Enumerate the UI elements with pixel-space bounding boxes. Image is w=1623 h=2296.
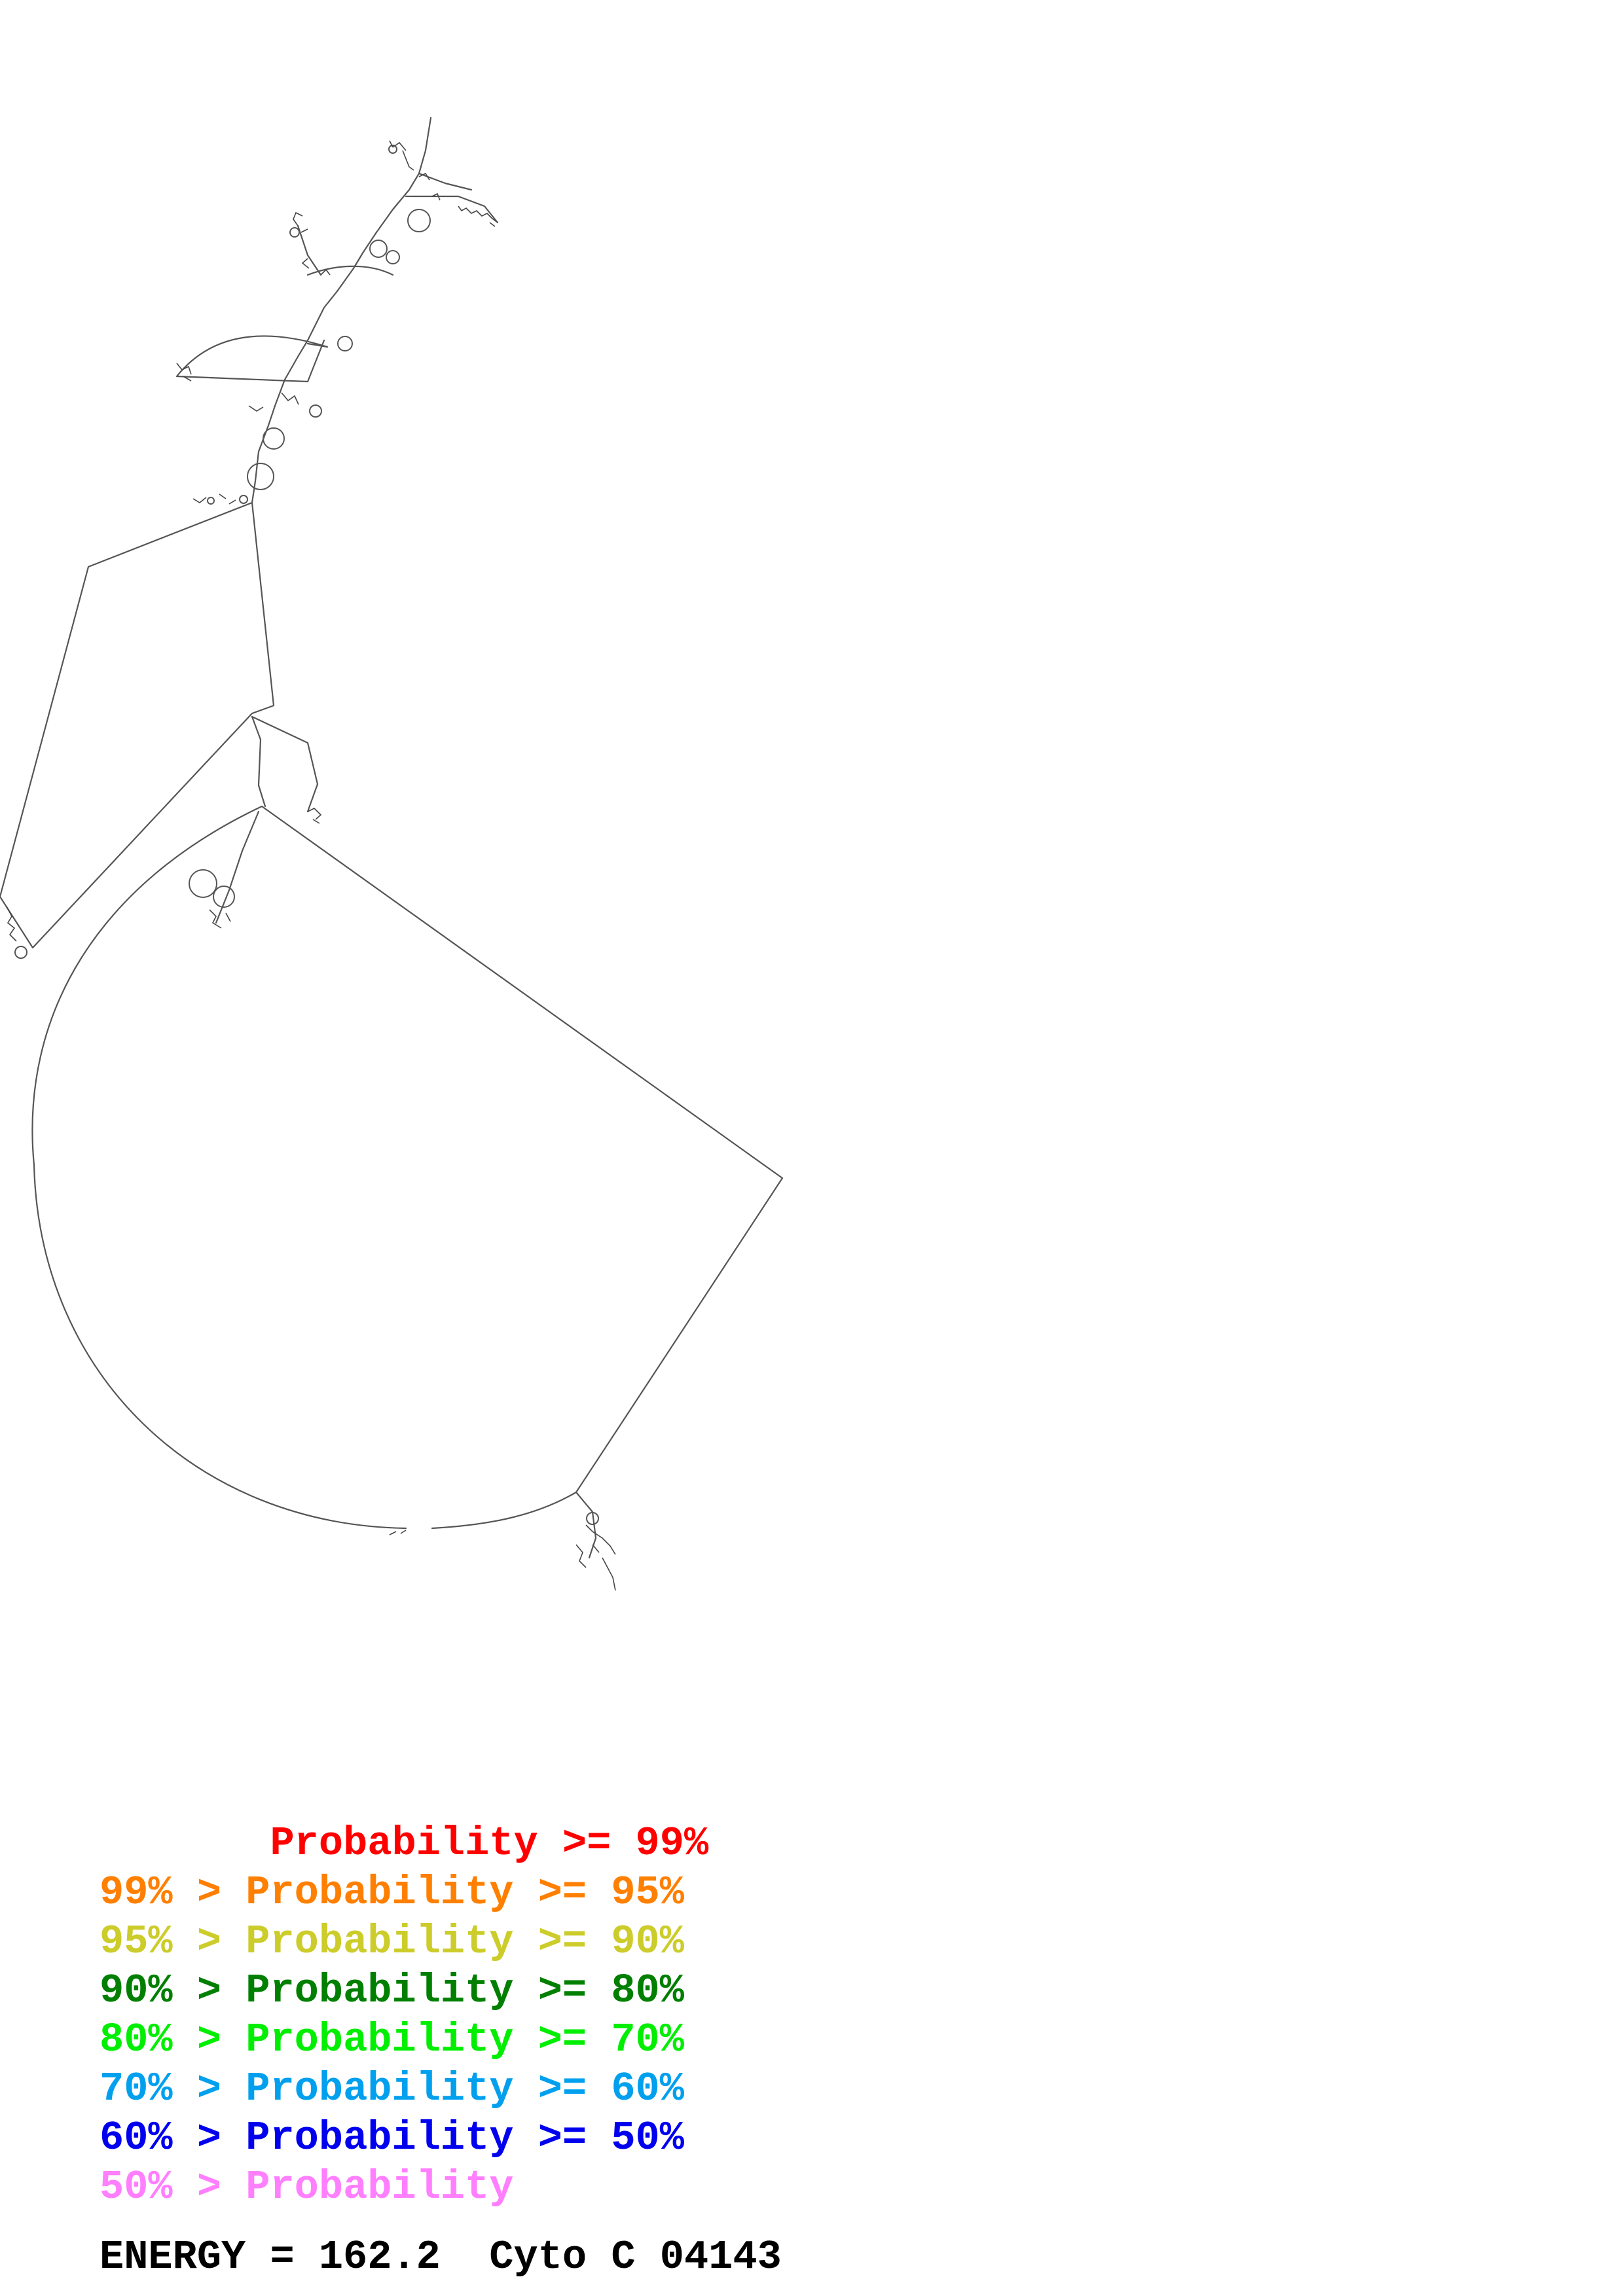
- legend-item-label: Probability >= 99%: [270, 1820, 709, 1867]
- backbone-mid-branch: [251, 715, 319, 813]
- legend-item: 99% > Probability >= 95%: [100, 1869, 684, 1917]
- stem-cluster-left-bottom: [6, 906, 17, 942]
- legend-item-label: Probability >= 80%: [246, 1967, 684, 2014]
- stem-cluster-bottom: [389, 1524, 616, 1591]
- legend-item-label: Probability >= 95%: [246, 1869, 684, 1916]
- backbone-top-left-branch: [297, 224, 322, 276]
- hairpin-loop-l: [289, 227, 300, 238]
- legend-item: Probability >= 99%: [100, 1820, 708, 1868]
- hairpin-loop-m: [388, 145, 397, 154]
- backbone-upper-arc: [175, 335, 329, 378]
- stem-cluster-top-left: [293, 211, 331, 276]
- backbone-upper-arc-base: [175, 339, 325, 383]
- legend-item-label: Probability >= 60%: [246, 2066, 684, 2112]
- legend-item: 60% > Probability >= 50%: [100, 2114, 684, 2162]
- legend-item-prefix: 70% >: [100, 2066, 246, 2112]
- legend-item: 50% > Probability: [100, 2163, 514, 2212]
- stem-cluster-mid: [192, 392, 299, 505]
- legend-item: 90% > Probability >= 80%: [100, 1967, 684, 2015]
- legend-item-label: Probability: [246, 2164, 514, 2210]
- legend-item-prefix: 60% >: [100, 2115, 246, 2161]
- backbone-main-loop: [31, 805, 784, 1530]
- hairpin-loop-h: [189, 869, 217, 898]
- stem-cluster-lower-left: [209, 909, 231, 929]
- legend-item-prefix: 80% >: [100, 2017, 246, 2063]
- legend-item-prefix: [100, 1820, 270, 1867]
- backbone-mid-stem: [251, 715, 266, 808]
- legend-item-prefix: 95% >: [100, 1918, 246, 1965]
- legend-item-label: Probability >= 70%: [246, 2017, 684, 2063]
- hairpin-loop-o: [239, 495, 248, 504]
- hairpin-loop-n: [207, 497, 215, 505]
- backbone-top-arc: [306, 265, 394, 276]
- hairpin-loop-f: [263, 427, 285, 450]
- backbone-top-right-branch: [405, 195, 499, 224]
- backbone-upper-spine: [251, 117, 432, 504]
- hairpin-loop-j: [14, 946, 27, 959]
- legend-item: 80% > Probability >= 70%: [100, 2016, 684, 2064]
- rna-secondary-structure-diagram: [0, 117, 784, 1591]
- hairpin-loop-c: [386, 250, 400, 264]
- backbone-left-loop: [0, 501, 275, 949]
- hairpin-loop-e: [309, 404, 322, 418]
- hairpin-loop-b: [369, 240, 388, 258]
- backbone-main-loop-return: [431, 1177, 784, 1530]
- legend-item-prefix: 99% >: [100, 1869, 246, 1916]
- stem-cluster-top-right: [389, 140, 498, 227]
- stem-cluster-mid-right: [307, 808, 322, 824]
- hairpin-loop-k: [586, 1512, 599, 1525]
- legend-item-label: Probability >= 90%: [246, 1918, 684, 1965]
- backbone-bottom-stem: [575, 1491, 597, 1559]
- hairpin-loop-g: [247, 463, 274, 490]
- legend-item-label: Probability >= 50%: [246, 2115, 684, 2161]
- legend-item-prefix: 50% >: [100, 2164, 246, 2210]
- legend-item-prefix: 90% >: [100, 1967, 246, 2014]
- energy-label: ENERGY = 162.2 Cyto C 04143: [100, 2234, 782, 2280]
- hairpin-loop-d: [337, 336, 353, 351]
- legend-item: 70% > Probability >= 60%: [100, 2065, 684, 2113]
- hairpin-loop-a: [407, 209, 431, 232]
- hairpin-loop-i: [213, 886, 235, 908]
- legend-item: 95% > Probability >= 90%: [100, 1918, 684, 1966]
- backbone-lower-branch: [215, 810, 260, 924]
- stem-cluster-upper-mid: [176, 363, 192, 382]
